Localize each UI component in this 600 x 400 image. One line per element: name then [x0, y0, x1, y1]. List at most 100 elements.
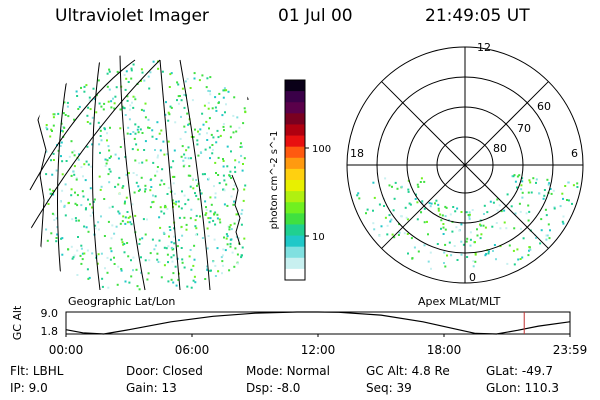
- emission-speck: [129, 221, 132, 224]
- polar-emission-speck: [398, 223, 401, 226]
- emission-speck: [162, 140, 165, 143]
- emission-speck: [198, 79, 201, 82]
- emission-speck: [222, 165, 225, 168]
- emission-speck: [232, 114, 235, 117]
- emission-speck: [202, 123, 205, 126]
- emission-speck: [178, 216, 181, 219]
- polar-emission-speck: [440, 227, 442, 230]
- emission-speck: [190, 157, 192, 160]
- emission-speck: [134, 98, 137, 101]
- emission-speck: [109, 126, 111, 129]
- emission-speck: [229, 170, 232, 173]
- emission-speck: [213, 185, 215, 188]
- emission-speck: [88, 96, 91, 99]
- emission-speck: [226, 204, 229, 207]
- emission-speck: [82, 175, 84, 178]
- status-ip: IP: 9.0: [10, 381, 48, 395]
- emission-speck: [74, 202, 77, 205]
- emission-speck: [104, 158, 107, 161]
- emission-speck: [149, 206, 152, 209]
- emission-speck: [65, 160, 68, 162]
- emission-speck: [130, 275, 133, 278]
- emission-speck: [86, 268, 89, 271]
- emission-speck: [183, 266, 186, 269]
- emission-speck: [126, 99, 129, 102]
- emission-speck: [73, 149, 76, 152]
- polar-emission-speck: [521, 191, 524, 194]
- polar-emission-speck: [411, 257, 414, 260]
- emission-speck: [149, 71, 152, 74]
- emission-speck: [45, 124, 48, 126]
- emission-speck: [177, 278, 180, 281]
- emission-speck: [214, 264, 217, 267]
- emission-speck: [183, 106, 186, 109]
- polar-emission-speck: [495, 258, 497, 261]
- emission-speck: [100, 139, 103, 142]
- emission-speck: [173, 227, 176, 230]
- emission-speck: [121, 241, 124, 244]
- emission-speck: [192, 136, 195, 138]
- polar-emission-speck: [423, 180, 426, 183]
- polar-emission-speck: [417, 250, 420, 253]
- emission-speck: [101, 285, 104, 288]
- emission-speck: [104, 267, 106, 270]
- emission-speck: [89, 122, 92, 125]
- emission-speck: [116, 283, 119, 286]
- emission-speck: [144, 184, 147, 187]
- emission-speck: [53, 213, 56, 216]
- emission-speck: [163, 264, 166, 267]
- emission-speck: [156, 166, 159, 168]
- emission-speck: [156, 156, 159, 159]
- colorbar-segment: [285, 157, 305, 170]
- polar-emission-speck: [437, 203, 440, 206]
- emission-speck: [51, 192, 53, 195]
- emission-speck: [193, 72, 196, 75]
- emission-speck: [207, 101, 210, 104]
- emission-speck: [110, 155, 112, 158]
- polar-emission-speck: [444, 243, 447, 246]
- polar-emission-speck: [491, 225, 494, 228]
- polar-emission-speck: [357, 192, 360, 195]
- polar-emission-speck: [550, 192, 553, 195]
- polar-emission-speck: [566, 199, 568, 201]
- polar-emission-speck: [372, 222, 375, 225]
- emission-speck: [221, 264, 224, 267]
- emission-speck: [100, 105, 103, 108]
- status-seq: Seq: 39: [366, 381, 412, 395]
- emission-speck: [80, 247, 83, 250]
- emission-speck: [140, 79, 142, 82]
- emission-speck: [108, 68, 111, 71]
- emission-speck: [156, 258, 159, 261]
- colorbar-tick-label: 10: [312, 232, 325, 243]
- polar-emission-speck: [512, 175, 515, 178]
- emission-speck: [127, 216, 130, 219]
- emission-speck: [237, 262, 239, 265]
- emission-speck: [140, 256, 142, 259]
- emission-speck: [173, 175, 176, 178]
- emission-speck: [173, 235, 175, 238]
- emission-speck: [148, 127, 151, 129]
- emission-speck: [207, 235, 210, 237]
- emission-speck: [73, 173, 76, 176]
- emission-speck: [141, 161, 144, 164]
- polar-emission-speck: [479, 223, 481, 226]
- emission-speck: [81, 190, 84, 193]
- emission-speck: [63, 126, 66, 129]
- emission-speck: [172, 281, 175, 284]
- emission-speck: [108, 181, 111, 184]
- polar-emission-speck: [388, 214, 391, 217]
- emission-speck: [229, 224, 232, 227]
- emission-speck: [49, 135, 52, 138]
- emission-speck: [158, 261, 161, 263]
- emission-speck: [188, 122, 191, 125]
- emission-speck: [215, 172, 217, 174]
- emission-speck: [237, 219, 240, 222]
- emission-speck: [73, 254, 76, 257]
- polar-emission-speck: [527, 191, 530, 194]
- emission-speck: [201, 237, 204, 239]
- emission-speck: [132, 256, 135, 259]
- emission-speck: [200, 152, 203, 154]
- polar-emission-speck: [535, 181, 537, 184]
- emission-speck: [151, 135, 154, 138]
- emission-speck: [193, 275, 196, 278]
